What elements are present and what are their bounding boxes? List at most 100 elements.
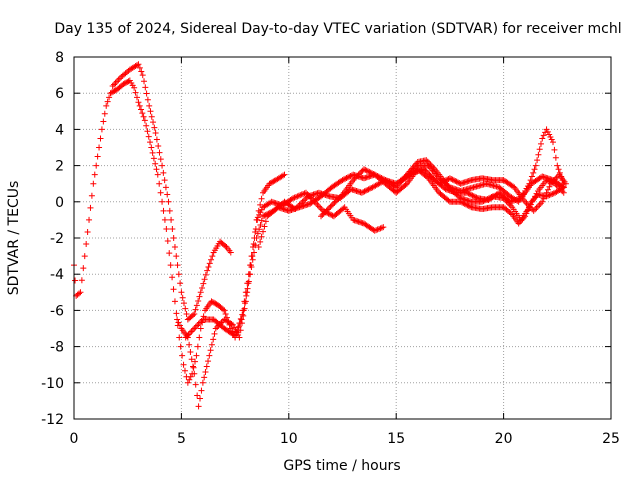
data-point [374,173,381,180]
data-point [362,187,369,194]
data-point [323,207,330,214]
data-point [550,139,557,146]
data-point [530,196,537,203]
data-point [165,198,172,205]
data-point [208,256,215,263]
data-point [254,230,261,237]
data-point [376,225,383,232]
data-point [77,289,84,296]
data-point [194,322,201,329]
data-point [352,174,359,181]
data-point [134,94,141,101]
data-point [208,341,215,348]
data-point [180,300,187,307]
data-point [111,81,118,88]
data-point [450,177,457,184]
data-point [544,177,551,184]
data-point [526,180,533,187]
data-point [239,311,246,318]
data-point [554,162,561,169]
series-2 [174,189,387,410]
data-point [150,119,157,126]
data-point [281,171,288,178]
data-point [473,194,480,201]
data-point [151,124,158,131]
data-point [336,194,343,201]
data-point [173,310,180,317]
data-point [182,305,189,312]
data-point [297,192,304,199]
data-point [88,192,95,199]
data-point [360,189,367,196]
data-point [529,198,536,205]
data-point [531,166,538,173]
data-point [83,241,90,248]
data-point [438,179,445,186]
data-point [530,169,537,176]
data-point [143,122,150,129]
data-point [543,189,550,196]
data-point [255,244,262,251]
data-point [179,294,186,301]
data-point [340,205,347,212]
data-point [203,363,210,370]
grid-layer [74,57,611,419]
data-layer [71,61,569,410]
data-point [190,364,197,371]
data-point [159,198,166,205]
data-point [350,177,357,184]
data-point [207,347,214,354]
data-point [356,170,363,177]
data-point [122,79,129,86]
data-point [221,307,228,314]
data-point [193,352,200,359]
data-point [184,379,191,386]
data-point [120,81,127,88]
data-point [449,176,456,183]
data-point [391,183,398,190]
data-point [152,160,159,167]
data-point [533,204,540,211]
data-point [421,166,428,173]
data-point [110,88,117,95]
data-point [175,319,182,326]
data-point [280,172,287,179]
data-point [144,128,151,135]
data-point [140,113,147,120]
data-point [157,189,164,196]
data-point [452,177,459,184]
y-tick-label: 2 [55,159,64,175]
data-point [175,271,182,278]
data-point [354,173,361,180]
data-point [244,285,251,292]
data-point [358,189,365,196]
data-point [174,316,181,323]
data-point [192,358,199,365]
data-point [194,343,201,350]
data-point [107,90,114,97]
data-point [291,194,298,201]
data-point [334,196,341,203]
data-point [191,311,198,318]
data-point [346,173,353,180]
data-point [188,356,195,363]
data-point [170,286,177,293]
data-point [315,203,322,210]
data-point [157,156,164,163]
data-point [186,341,193,348]
data-point [155,143,162,150]
data-point [141,78,148,85]
data-point [425,170,432,177]
series-1 [109,61,234,323]
data-point [80,265,87,272]
data-point [111,88,118,95]
data-point [166,250,173,257]
data-point [322,209,329,216]
data-point [442,177,449,184]
data-point [121,80,128,87]
data-point [292,193,299,200]
data-point [181,367,188,374]
data-point [441,177,448,184]
y-tick-label: -12 [41,412,64,428]
y-tick-label: -2 [50,231,64,247]
